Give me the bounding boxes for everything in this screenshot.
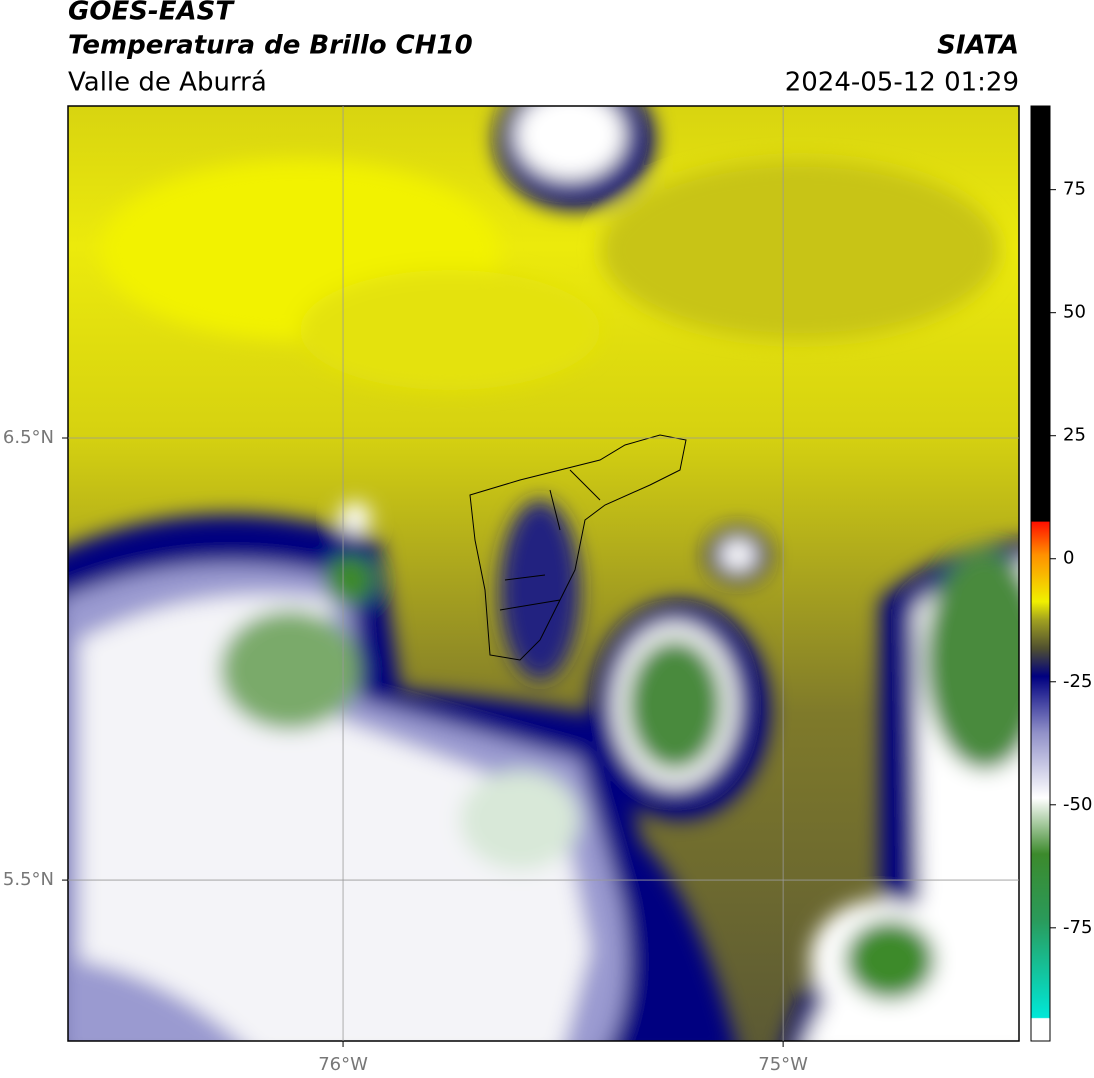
timestamp: 2024-05-12 01:29 [785,68,1019,98]
y-tick-label: 5.5°N [3,869,54,890]
colorbar-tick-label: 50 [1063,302,1086,323]
source: SIATA [937,31,1019,61]
subtitle: Temperatura de Brillo CH10 [68,31,473,61]
region: Valle de Aburrá [68,68,267,98]
colorbar-tick-label: -50 [1063,794,1092,815]
colorbar-tick-label: 75 [1063,179,1086,200]
y-tick-label: 6.5°N [3,427,54,448]
colorbar-tick-label: 25 [1063,425,1086,446]
colorbar [1030,105,1051,1042]
x-tick-label: 76°W [318,1054,368,1075]
x-tick-label: 75°W [758,1054,808,1075]
colorbar-tick-label: -25 [1063,671,1092,692]
satellite-image [68,106,1019,1041]
colorbar-tick-label: 0 [1063,548,1074,569]
map-frame [67,105,1020,1042]
title: GOES-EAST [68,0,235,27]
colorbar-tick-label: -75 [1063,917,1092,938]
